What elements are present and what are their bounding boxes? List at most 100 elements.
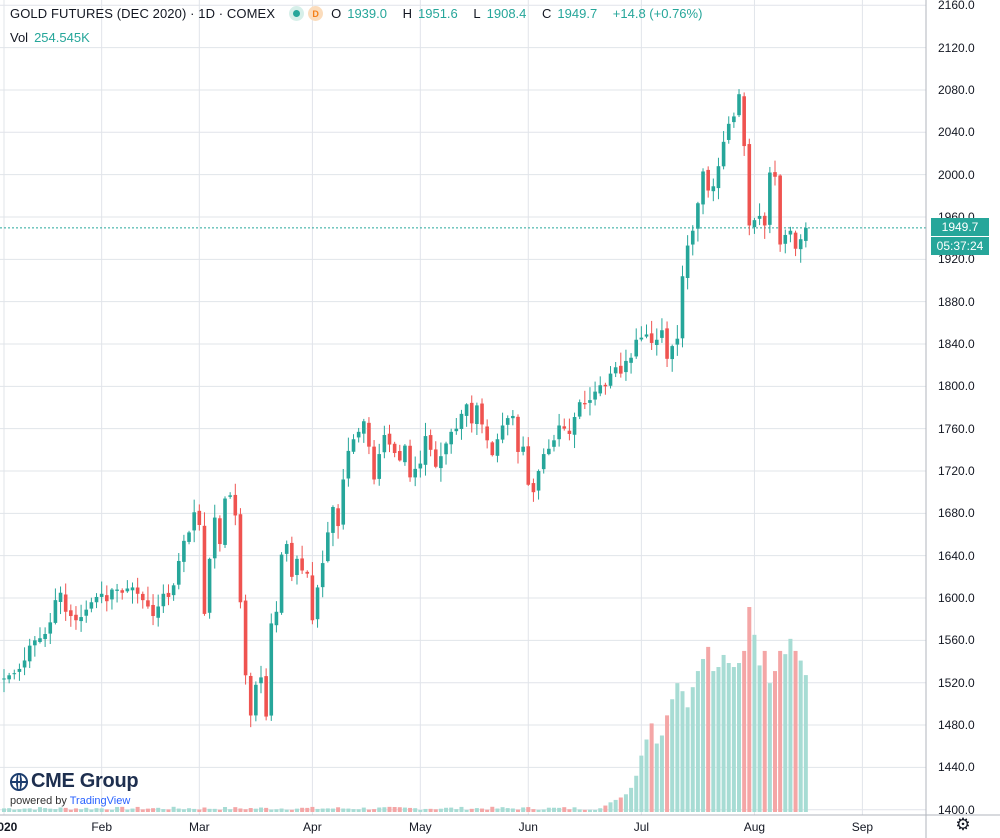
volume-bar [238, 808, 243, 812]
candle [798, 234, 803, 263]
volume-bar [140, 809, 145, 812]
candle [413, 456, 417, 487]
volume-bar [248, 808, 253, 812]
candle-body [17, 668, 22, 672]
candle-body [387, 433, 392, 445]
candle [228, 492, 232, 499]
candle [27, 638, 32, 669]
x-tick-label: Feb [91, 820, 112, 834]
volume-bar [2, 808, 6, 812]
volume-bar [536, 809, 541, 812]
volume-bar [752, 634, 757, 812]
volume-bar [89, 809, 94, 812]
candle-body [27, 645, 32, 662]
volume-bar [613, 799, 618, 812]
candle [783, 229, 788, 254]
candle [531, 478, 536, 502]
candle [793, 230, 798, 257]
candle-body [804, 227, 808, 241]
volume-bar [17, 809, 22, 812]
candle-body [418, 463, 423, 469]
candle [557, 413, 561, 447]
candle [33, 636, 37, 657]
volume-bar [130, 808, 135, 812]
candle-body [192, 512, 196, 531]
candle-body [110, 589, 114, 600]
volume-bar [726, 663, 731, 812]
candle-body [562, 426, 567, 429]
candle [418, 450, 423, 478]
candle-body [423, 436, 428, 465]
y-tick-label: 1920.0 [938, 252, 975, 267]
candle [125, 580, 130, 593]
candle [680, 265, 685, 348]
volume-bar [104, 809, 109, 812]
candle-body [696, 203, 700, 229]
volume-bar [593, 809, 598, 812]
candle-body [577, 402, 582, 417]
volume-bar [351, 809, 356, 812]
settings-gear-icon[interactable]: ⚙ [955, 815, 971, 834]
candle [716, 157, 721, 200]
candle-body [475, 405, 479, 425]
candle [742, 92, 746, 156]
candle [58, 586, 63, 615]
volume-bar [63, 807, 68, 812]
volume-bar [413, 808, 418, 812]
candle-body [161, 593, 166, 607]
candle-body [500, 425, 505, 440]
candle [583, 390, 587, 410]
candle [480, 398, 484, 434]
x-tick-label: May [408, 820, 432, 834]
candle [397, 444, 402, 462]
candle-body [619, 365, 623, 374]
candle [737, 89, 741, 118]
y-tick-label: 1480.0 [938, 718, 975, 733]
volume-bar [706, 646, 711, 812]
candle-body [768, 172, 772, 225]
symbol-title[interactable]: GOLD FUTURES (DEC 2020) · 1D · COMEX [10, 6, 276, 21]
volume-bar [444, 807, 449, 812]
candle [654, 328, 659, 356]
candle-body [202, 525, 207, 614]
volume-bar [480, 808, 485, 812]
candle [243, 594, 248, 685]
candle-body [572, 417, 577, 435]
volume-bar [325, 808, 330, 812]
volume-bar [377, 807, 382, 812]
candle [331, 505, 335, 547]
volume-bar [151, 808, 156, 812]
delay-badge-icon[interactable]: D [308, 6, 324, 21]
candle-body [290, 542, 294, 577]
volume-bar [572, 807, 577, 812]
candle [212, 504, 217, 569]
y-tick-label: 1680.0 [938, 506, 975, 521]
candle [608, 366, 613, 389]
candle [603, 382, 608, 395]
candle-body [372, 446, 376, 480]
candle-body [248, 675, 253, 716]
volume-bar [212, 808, 217, 812]
volume-bar [289, 809, 294, 812]
candle-body [747, 144, 752, 226]
candle [721, 131, 726, 170]
candle-body [43, 634, 47, 640]
candle [634, 328, 639, 359]
candle [269, 613, 274, 721]
candle-body [259, 677, 263, 684]
candle [140, 591, 145, 609]
candle-body [449, 431, 453, 445]
candle [79, 604, 83, 632]
status-dot-icon[interactable] [289, 6, 305, 21]
volume-bar [84, 807, 89, 812]
candle-body [171, 585, 176, 596]
candle [552, 434, 556, 452]
candle-body [218, 518, 222, 545]
candle [264, 668, 268, 721]
ohlc-low: L 1908.4 [473, 6, 527, 21]
candle [768, 166, 772, 234]
volume-bar [510, 808, 515, 812]
cme-logo[interactable]: CME Group powered by TradingView [10, 770, 139, 807]
volume-bar [778, 650, 783, 812]
